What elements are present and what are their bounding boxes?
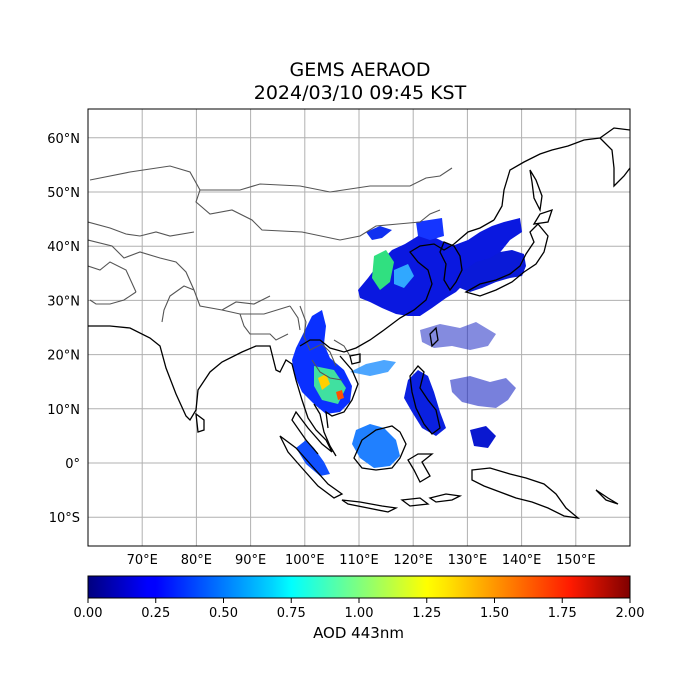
coast-sakhalin [529, 169, 543, 213]
coast-java [341, 499, 399, 513]
aod-sumatra [296, 440, 330, 476]
coast-hainan [349, 353, 361, 365]
lat-tick-label: 0° [65, 457, 80, 472]
coast-indochina [299, 219, 495, 353]
aod-mid-region [394, 264, 414, 288]
lon-tick-label: 90°E [235, 553, 266, 568]
coast-png-east [595, 489, 619, 505]
lat-tick-label: 20°N [47, 349, 80, 364]
coast-taiwan [429, 326, 439, 348]
aod-high-region [372, 250, 394, 290]
aod-peak-2 [336, 390, 344, 400]
colorbar-tick-label: 0.75 [277, 606, 306, 621]
aod-north-china [366, 226, 392, 240]
map-frame [87, 108, 631, 547]
coast-srilanka [195, 412, 205, 433]
aod-east-china [358, 218, 522, 316]
coast-borneo [353, 425, 407, 471]
coast-kamchatka [599, 137, 630, 188]
coast-malay [313, 403, 337, 457]
aod-scs-arc [350, 360, 396, 376]
lat-tick-label: 40°N [47, 240, 80, 255]
coast-arabia-india [88, 325, 333, 455]
lon-tick-label: 120°E [393, 553, 433, 568]
aod-scc-sea [420, 322, 496, 350]
coast-hokkaido [532, 208, 554, 225]
map-subtitle: 2024/03/10 09:45 KST [253, 82, 467, 104]
colorbar-tick-label: 1.25 [412, 606, 441, 621]
lat-tick-label: 50°N [47, 186, 80, 201]
colorbar-tick-label: 1.50 [480, 606, 509, 621]
colorbar-tick-label: 0.50 [209, 606, 238, 621]
aod-korea-japan [460, 250, 526, 292]
colorbar-label: AOD 443nm [313, 624, 404, 642]
lon-tick-label: 100°E [285, 553, 325, 568]
aod-data-layer [292, 218, 526, 476]
aod-ocean-east [470, 426, 496, 448]
coast-flores [400, 497, 430, 507]
lat-tick-label: 10°N [47, 403, 80, 418]
gridlines [88, 109, 630, 546]
lon-tick-label: 80°E [181, 553, 212, 568]
coast-russia-east [493, 127, 630, 221]
lon-tick-label: 150°E [556, 553, 596, 568]
lat-tick-label: 10°S [49, 511, 80, 526]
country-borders [88, 165, 453, 381]
colorbar-ticks: 0.00 0.25 0.50 0.75 1.00 1.25 1.50 1.75 2.00 [74, 598, 645, 621]
axis-tick-labels: 60°N 50°N 40°N 30°N 20°N 10°N 0° 10°S 70°E 80°E 90… [47, 132, 595, 568]
colorbar-tick-label: 2.00 [616, 606, 645, 621]
coast-timor [428, 493, 463, 503]
lon-tick-label: 130°E [448, 553, 488, 568]
aod-ocean-pacific [450, 376, 516, 408]
coastlines [88, 127, 630, 519]
lat-tick-label: 30°N [47, 294, 80, 309]
colorbar-tick-label: 1.75 [548, 606, 577, 621]
coast-korea [439, 241, 463, 292]
lat-tick-label: 60°N [47, 132, 80, 147]
coast-sumatra [279, 435, 344, 499]
lon-tick-label: 70°E [127, 553, 158, 568]
aod-yellow-sea-band [416, 218, 444, 240]
aod-peak-1 [318, 374, 330, 390]
coast-newguinea [471, 467, 581, 519]
aod-philippines [404, 370, 446, 436]
colorbar-tick-label: 1.00 [345, 606, 374, 621]
map-title: GEMS AERAOD [289, 59, 431, 81]
colorbar-tick-label: 0.25 [141, 606, 170, 621]
lon-tick-label: 140°E [502, 553, 542, 568]
coast-sulawesi [407, 453, 434, 483]
aod-borneo [352, 424, 400, 468]
colorbar [87, 575, 631, 599]
lon-tick-label: 110°E [339, 553, 379, 568]
coast-vietnam [325, 355, 359, 429]
colorbar-tick-label: 0.00 [74, 606, 103, 621]
coast-philippines [409, 365, 441, 435]
